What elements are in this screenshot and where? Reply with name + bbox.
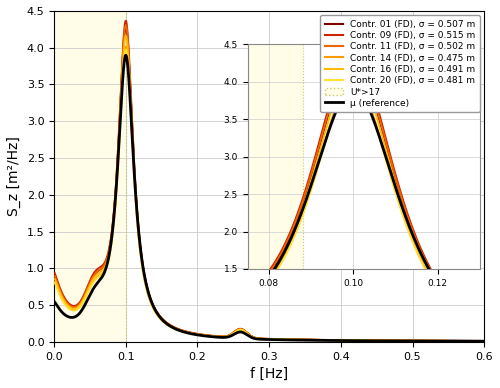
Legend: Contr. 01 (FD), σ = 0.507 m, Contr. 09 (FD), σ = 0.515 m, Contr. 11 (FD), σ = 0.: Contr. 01 (FD), σ = 0.507 m, Contr. 09 (…	[320, 16, 480, 112]
Y-axis label: S_z [m²/Hz]: S_z [m²/Hz]	[7, 137, 21, 216]
X-axis label: f [Hz]: f [Hz]	[250, 367, 288, 381]
Bar	[54, 11, 126, 342]
